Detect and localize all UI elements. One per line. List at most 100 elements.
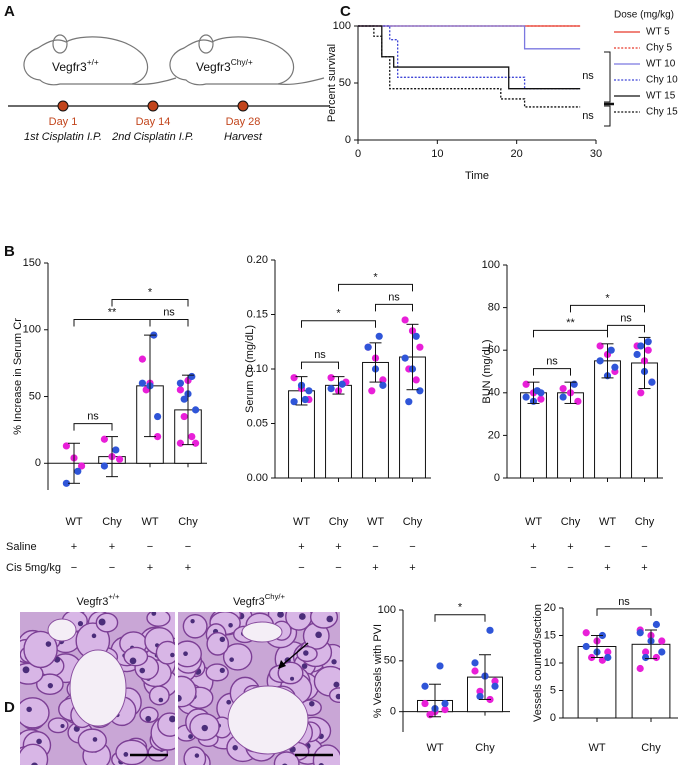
nucleus <box>309 700 315 707</box>
text-base: Vegfr3 <box>196 60 231 74</box>
treatment-sign: − <box>567 562 573 574</box>
data-point <box>537 395 545 403</box>
data-point <box>559 384 567 393</box>
y-axis-title: % Increase in Serum Cr <box>12 318 24 435</box>
data-point <box>644 338 652 346</box>
legend-label: WT 5 <box>646 27 670 38</box>
tubule <box>20 697 50 729</box>
mouse-label: Vegfr3+/+ <box>52 57 99 74</box>
y-tick-label: 150 <box>23 257 41 269</box>
data-point <box>116 455 124 463</box>
data-point <box>604 648 612 656</box>
data-point <box>441 699 449 708</box>
nucleus <box>290 676 295 681</box>
significance-label: * <box>148 286 153 298</box>
data-point <box>176 379 184 387</box>
data-point <box>642 653 650 662</box>
data-point <box>658 648 666 656</box>
survival-line <box>358 25 581 90</box>
tubule <box>309 612 339 629</box>
data-point <box>648 378 656 386</box>
nucleus <box>298 613 306 620</box>
significance-bracket <box>301 361 339 370</box>
x-tick-label: Chy <box>561 516 581 528</box>
event-label: Harvest <box>224 131 263 143</box>
x-tick-label: WT <box>426 742 443 754</box>
significance-bracket <box>301 320 376 328</box>
x-tick-label: WT <box>65 516 82 528</box>
event-label: 1st Cisplatin I.P. <box>24 131 102 143</box>
y-tick-label: 80 <box>488 302 500 314</box>
y-tick-label: 0 <box>390 706 396 718</box>
tubule <box>115 739 149 765</box>
y-tick-label: 0.00 <box>247 472 268 484</box>
data-point <box>405 398 413 406</box>
mouse-drawing <box>23 34 325 86</box>
data-point <box>604 653 612 662</box>
y-tick-label: 100 <box>333 20 351 32</box>
data-point <box>78 462 86 470</box>
nucleus <box>219 636 226 643</box>
data-point <box>100 435 108 443</box>
data-point <box>416 387 424 395</box>
text-superscript: +/+ <box>108 592 120 601</box>
treatment-sign: − <box>71 562 77 574</box>
y-tick-label: 100 <box>378 604 396 616</box>
treatment-sign: − <box>530 562 536 574</box>
y-axis-title: Percent survival <box>326 44 338 122</box>
treatment-sign: + <box>298 541 304 553</box>
nucleus <box>151 612 157 616</box>
data-point <box>154 432 162 441</box>
y-axis-title: Serum Cr (mg/dL) <box>244 325 256 413</box>
treatment-sign: − <box>335 562 341 574</box>
y-tick-label: 50 <box>339 77 351 89</box>
treatment-sign: + <box>409 562 415 574</box>
vessel-lumen <box>47 618 77 642</box>
nucleus <box>326 615 334 623</box>
text-base: Vegfr3 <box>233 596 265 608</box>
data-point <box>138 379 146 387</box>
data-point <box>486 626 494 634</box>
treatment-sign: − <box>185 541 191 553</box>
arrow <box>279 642 309 668</box>
mouse-label: Vegfr3Chy/+ <box>196 57 253 74</box>
nucleus <box>91 633 97 639</box>
x-tick-label: 30 <box>590 148 602 160</box>
x-tick-label: Chy <box>475 742 495 754</box>
data-point <box>327 374 335 382</box>
x-tick-label: WT <box>599 516 616 528</box>
x-tick-label: 0 <box>355 148 361 160</box>
nucleus <box>45 641 52 647</box>
y-tick-label: 50 <box>29 390 41 402</box>
legend-label: Chy 15 <box>646 107 678 118</box>
y-tick-label: 20 <box>488 429 500 441</box>
significance-bracket <box>570 304 645 313</box>
text-superscript: Chy/+ <box>265 592 286 601</box>
treatment-sign: + <box>604 562 610 574</box>
nucleus <box>178 694 182 702</box>
data-point <box>290 374 298 382</box>
x-tick-label: Chy <box>403 516 423 528</box>
x-tick-label: 10 <box>431 148 443 160</box>
treatment-sign: − <box>641 541 647 553</box>
nucleus <box>139 667 146 674</box>
y-tick-label: 20 <box>544 602 556 614</box>
data-point <box>379 381 387 389</box>
y-tick-label: 0 <box>550 712 556 724</box>
data-point <box>637 389 645 397</box>
x-tick-label: 20 <box>511 148 523 160</box>
tubule <box>222 643 253 671</box>
nucleus <box>301 663 308 669</box>
data-point <box>338 380 346 388</box>
x-tick-label: Chy <box>102 516 122 528</box>
text-superscript: +/+ <box>87 57 99 67</box>
data-point <box>100 462 108 470</box>
data-point <box>412 332 420 340</box>
data-point <box>416 343 424 351</box>
data-point <box>188 432 196 441</box>
data-point <box>637 342 645 350</box>
nucleus <box>26 706 32 713</box>
y-tick-label: 10 <box>544 657 556 669</box>
treatment-sign: − <box>298 562 304 574</box>
nucleus <box>158 697 164 703</box>
